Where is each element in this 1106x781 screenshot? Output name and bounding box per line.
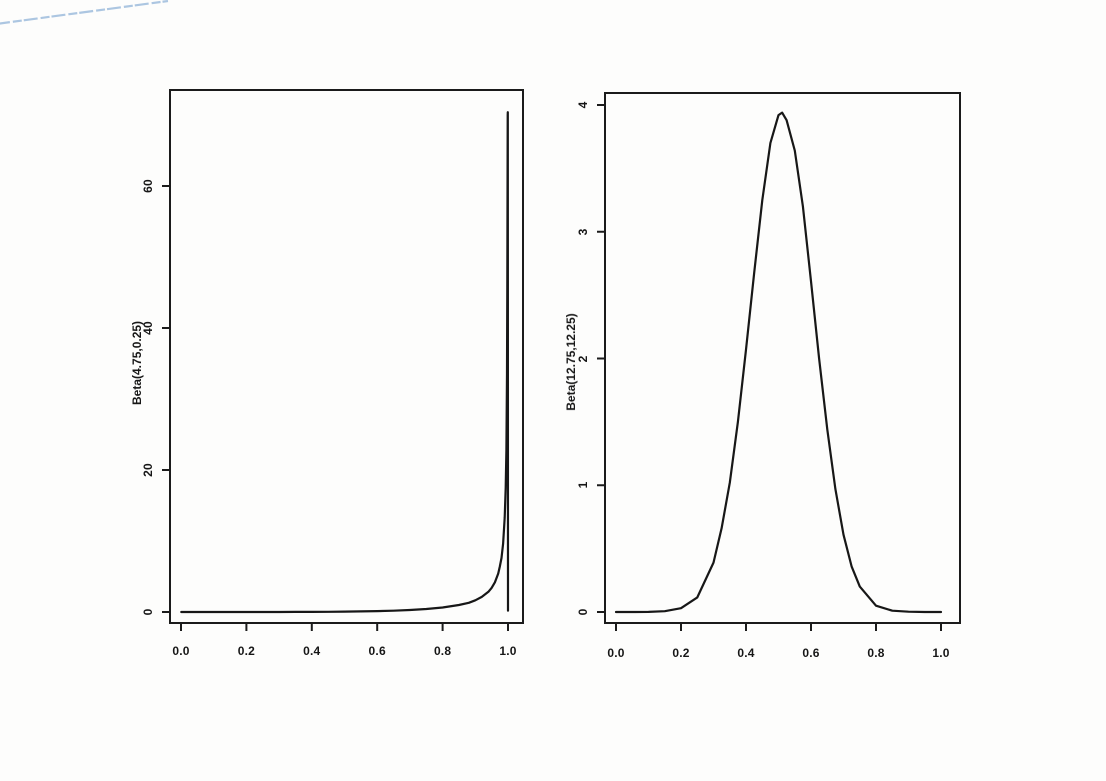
scan-artifact-line-icon [0,0,169,25]
right-plot-x-tick-label: 1.0 [932,646,950,660]
right-plot-x-tick-label: 0.4 [737,646,755,660]
right-plot-x-tick-label: 0.0 [607,646,625,660]
right-plot-y-tick-label: 4 [576,101,590,109]
right-plot-x-tick-label: 0.8 [867,646,885,660]
right-plot-x-tick-label: 0.2 [672,646,690,660]
left-plot-x-tick-label: 0.8 [433,644,452,658]
left-plot-y-tick-label: 0 [141,608,155,616]
right-plot-x-tick-label: 0.6 [802,646,820,660]
left-plot-y-tick-label: 20 [141,463,155,477]
left-plot-x-tick-label: 0.6 [368,644,386,658]
left-plot-y-tick-label: 40 [141,321,155,335]
right-plot-y-tick-label: 2 [576,355,590,362]
left-plot-x-tick-label: 1.0 [499,644,517,658]
right-plot-y-tick-label: 0 [576,608,590,616]
beta-4.75-0.25-density-curve [180,111,510,614]
right-plot-y-tick-label: 1 [576,481,590,489]
left-plot-box [169,89,524,624]
right-plot-y-tick-label: 3 [576,228,590,236]
right-plot-box [604,92,961,624]
left-plot-y-tick-label: 60 [141,179,155,193]
beta-12.75-12.25-density-curve [614,111,943,614]
left-plot-x-tick-label: 0.0 [172,644,190,658]
left-plot-x-tick-label: 0.4 [303,644,321,658]
left-plot-x-tick-label: 0.2 [237,644,256,658]
